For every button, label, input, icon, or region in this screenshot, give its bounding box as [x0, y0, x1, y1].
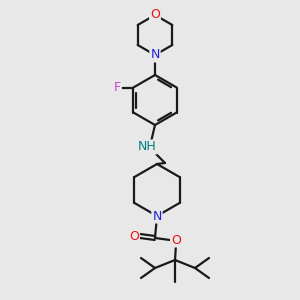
Text: O: O [171, 233, 181, 247]
Text: F: F [114, 81, 121, 94]
Text: N: N [152, 209, 162, 223]
Text: NH: NH [138, 140, 156, 154]
Text: O: O [150, 8, 160, 22]
Text: N: N [150, 49, 160, 62]
Text: O: O [129, 230, 139, 242]
